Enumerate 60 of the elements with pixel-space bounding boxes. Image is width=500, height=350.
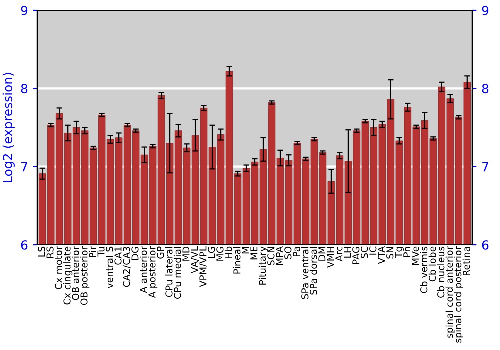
- x-tick-label: GP: [157, 246, 164, 259]
- x-tick-label: Cx cingulate: [64, 246, 73, 305]
- x-tick-label: VTA: [378, 246, 386, 264]
- x-tick-label: MPA: [276, 246, 284, 266]
- x-tick-label: LS: [38, 246, 46, 257]
- x-tick-label: A anterior: [140, 246, 148, 294]
- x-tick-label: ventral S: [106, 246, 114, 288]
- x-tick-label: Tg: [395, 247, 404, 258]
- x-tick-label: spinal cord posterior: [454, 246, 464, 343]
- x-tick-label: SCN: [268, 247, 275, 266]
- y-tick-label: 6: [21, 240, 28, 250]
- y2-tick-label: 9: [482, 6, 489, 16]
- x-tick-label: spinal cord anterior: [446, 246, 455, 338]
- x-tick-label: Pituitary: [258, 246, 268, 285]
- x-tick-label: M: [242, 247, 250, 254]
- x-tick-label: PAG: [352, 247, 360, 264]
- y-tick-label: 9: [21, 6, 28, 16]
- x-tick-label: SN: [386, 247, 394, 259]
- y-axis-title: Log2 (expression): [2, 73, 15, 182]
- y2-tick-label: 8: [482, 84, 489, 94]
- x-tick-label: CPu medial: [174, 247, 182, 300]
- x-tick-label: Arc: [336, 246, 343, 262]
- x-tick-label: Hb: [224, 246, 232, 259]
- x-tick-label: Cb nucleus: [437, 246, 445, 298]
- x-tick-label: DM: [318, 247, 326, 261]
- y2-tick-label: 7: [482, 162, 488, 172]
- y2-tick-label: 6: [482, 240, 489, 250]
- x-tick-label: A posterior: [148, 246, 158, 298]
- x-tick-label: CA1: [114, 247, 122, 265]
- x-tick-label: MG: [216, 247, 224, 261]
- x-tick-label: MD: [182, 246, 190, 261]
- x-tick-label: CA2/CA3: [123, 247, 132, 288]
- x-tick-label: SPa ventral: [301, 247, 309, 300]
- y-tick-label: 7: [22, 162, 28, 172]
- x-tick-label: ME: [250, 246, 258, 260]
- x-tick-label: SO: [284, 246, 292, 260]
- y-tick-label: 8: [21, 84, 28, 94]
- x-tick-label: RS: [46, 246, 54, 258]
- x-tick-label: Pineal: [233, 247, 241, 274]
- x-tick-label: IC: [370, 246, 377, 255]
- x-tick-label: Cb lobe: [428, 246, 436, 282]
- x-tick-label: Pn: [404, 247, 411, 257]
- x-tick-label: DG: [132, 247, 139, 260]
- x-tick-label: OB anterior: [72, 246, 80, 300]
- x-tick-label: Retina: [462, 247, 470, 276]
- x-tick-label: SPa dorsal: [310, 247, 318, 295]
- x-tick-label: LH: [344, 247, 352, 258]
- x-tick-label: MVe: [412, 246, 420, 266]
- x-tick-label: Tu: [98, 247, 105, 257]
- x-tick-label: Pa: [293, 247, 300, 257]
- x-tick-label: Pir: [89, 246, 96, 258]
- x-tick-label: LG: [208, 247, 216, 258]
- x-tick-label: SC: [361, 246, 368, 258]
- x-tick-label: Cx motor: [55, 246, 62, 290]
- x-tick-label: OB posterior: [80, 246, 90, 306]
- x-tick-label: Cb vermis: [420, 246, 428, 294]
- x-tick-label: VA/VL: [191, 246, 200, 274]
- x-tick-label: VMH: [327, 247, 334, 268]
- x-tick-label: CPu lateral: [165, 247, 173, 298]
- x-tick-label: VPM/VPL: [200, 246, 208, 288]
